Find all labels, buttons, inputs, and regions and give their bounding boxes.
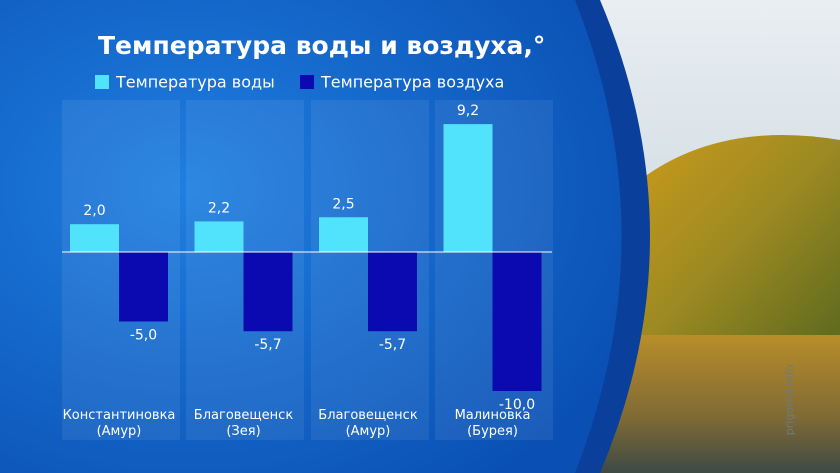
photo-water bbox=[600, 335, 840, 473]
category-label: Благовещенск (Амур) bbox=[318, 408, 418, 439]
category-label: Малиновка (Бурея) bbox=[454, 408, 531, 439]
bar bbox=[492, 252, 542, 391]
photo-hill bbox=[640, 135, 840, 340]
category-label: Благовещенск (Зея) bbox=[193, 408, 294, 439]
panel bbox=[0, 0, 622, 473]
value-label: 2,5 bbox=[332, 196, 354, 212]
legend-label: Температура воздуха bbox=[320, 73, 504, 92]
value-label: 9,2 bbox=[457, 103, 479, 119]
value-label: 2,0 bbox=[83, 203, 105, 219]
bar bbox=[243, 252, 293, 332]
bar bbox=[119, 252, 168, 322]
bar bbox=[319, 217, 368, 252]
legend-swatch bbox=[300, 75, 314, 89]
category-label: Константиновка (Амур) bbox=[62, 408, 176, 439]
value-label: -10,0 bbox=[499, 397, 535, 413]
value-label: -5,7 bbox=[254, 337, 281, 353]
bar bbox=[443, 124, 493, 252]
chart-title: Температура воды и воздуха,° bbox=[98, 31, 545, 60]
bar bbox=[194, 221, 244, 252]
bar bbox=[70, 224, 119, 252]
value-label: -5,0 bbox=[130, 328, 157, 344]
legend-label: Температура воды bbox=[115, 73, 275, 92]
value-label: 2,2 bbox=[208, 200, 230, 216]
watermark: prigorod.info bbox=[783, 365, 796, 436]
value-label: -5,7 bbox=[379, 337, 406, 353]
bar bbox=[368, 252, 417, 332]
legend-swatch bbox=[95, 75, 109, 89]
